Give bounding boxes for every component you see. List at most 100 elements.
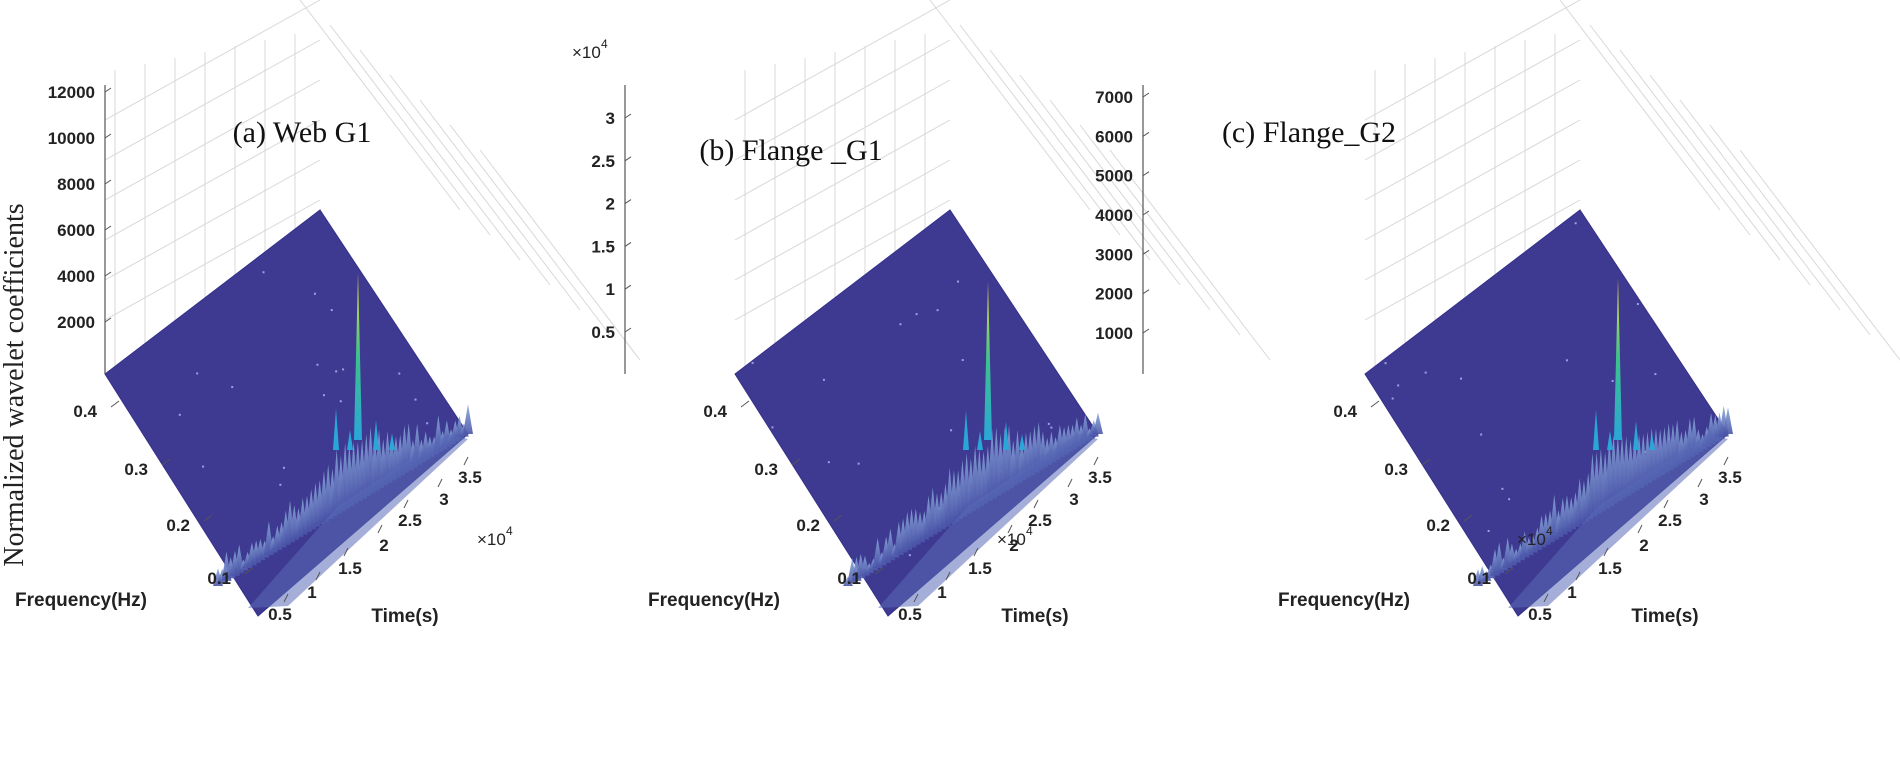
grid-line — [1619, 49, 1781, 261]
freq-tick — [833, 514, 843, 522]
ridge-fill — [1508, 434, 1728, 608]
surface-speckle — [899, 323, 902, 326]
surface-speckle — [915, 313, 918, 316]
z-tick-label: 4000 — [57, 267, 95, 286]
time-tick-label: 2.5 — [1658, 511, 1682, 530]
time-tick — [1723, 456, 1729, 466]
time-tick-label: 0.5 — [898, 605, 922, 624]
freq-tick-label: 0.2 — [166, 516, 190, 535]
time-tick-label: 2.5 — [398, 511, 422, 530]
ridge-fill — [878, 434, 1098, 608]
secondary-spike — [347, 429, 353, 450]
secondary-spike — [1593, 409, 1599, 450]
time-tick-label: 1.5 — [968, 559, 992, 578]
surface-speckle — [1424, 371, 1427, 374]
z-tick — [624, 284, 632, 290]
z-tick — [104, 179, 112, 185]
z-tick-label: 2000 — [1095, 285, 1133, 304]
time-tick — [463, 456, 469, 466]
grid-line — [1364, 159, 1581, 281]
grid-line — [1649, 74, 1811, 286]
freq-tick — [1421, 458, 1431, 466]
grid-line — [329, 24, 491, 236]
time-tick — [377, 524, 383, 534]
ridge-group — [213, 404, 473, 608]
ridge-spike — [864, 563, 875, 574]
time-tick-label: 3.5 — [1718, 468, 1742, 487]
surface-speckle — [316, 363, 319, 366]
grid-line — [299, 0, 461, 211]
grid-line — [1739, 149, 1900, 361]
surface-speckle — [322, 394, 325, 397]
surface-speckle — [1636, 303, 1639, 306]
surface-speckle — [202, 465, 205, 468]
z-multiplier: ×10 — [572, 43, 601, 62]
surface-speckle — [339, 400, 342, 403]
time-tick — [343, 547, 349, 557]
grid-line — [1364, 119, 1581, 241]
time-tick — [1637, 524, 1643, 534]
secondary-spike — [333, 408, 339, 450]
grid-line — [734, 199, 951, 321]
z-tick-label: 6000 — [1095, 127, 1133, 146]
surface-speckle — [1480, 433, 1483, 436]
z-tick — [104, 133, 112, 139]
secondary-spike — [373, 419, 379, 450]
ridge-fill — [248, 434, 468, 608]
chart-title: (b) Flange _G1 — [699, 134, 882, 167]
z-tick-label: 2000 — [57, 313, 95, 332]
freq-tick — [874, 567, 884, 575]
z-exponent: 4 — [601, 37, 608, 51]
z-tick-label: 7000 — [1095, 88, 1133, 107]
surface-speckle — [1384, 362, 1387, 365]
z-tick-label: 1000 — [1095, 324, 1133, 343]
time-tick-label: 1 — [937, 583, 946, 602]
grid-line — [419, 99, 581, 311]
grid-line — [1109, 149, 1271, 361]
grid-lines — [734, 0, 1271, 380]
secondary-spike — [1633, 420, 1639, 450]
time-multiplier: ×10 — [1517, 530, 1546, 549]
secondary-spike — [1003, 421, 1009, 450]
surface-speckle — [961, 359, 964, 362]
freq-tick — [1370, 400, 1380, 408]
z-tick — [1142, 171, 1150, 177]
z-tick-label: 2 — [606, 195, 615, 214]
z-tick — [1142, 249, 1150, 255]
grid-line — [359, 49, 521, 261]
shared-ylabel: Normalized wavelet coefficients — [0, 203, 30, 566]
freq-tick-label: 0.3 — [1384, 460, 1408, 479]
z-tick — [624, 241, 632, 247]
freq-tick — [1463, 514, 1473, 522]
surface-speckle — [1487, 529, 1490, 532]
grid-line — [1709, 124, 1871, 336]
surface-speckle — [950, 429, 953, 432]
z-tick-label: 2.5 — [591, 152, 615, 171]
z-tick-label: 4000 — [1095, 206, 1133, 225]
time-axis-label: Time(s) — [1001, 606, 1068, 627]
z-tick-label: 5000 — [1095, 167, 1133, 186]
time-tick-label: 3.5 — [1088, 468, 1112, 487]
ridge-group — [843, 412, 1103, 608]
grid-line — [734, 79, 951, 201]
time-tick — [403, 499, 409, 509]
time-tick — [1033, 499, 1039, 509]
z-tick-label: 1.5 — [591, 237, 615, 256]
grid-line — [479, 149, 641, 361]
grid-line — [959, 24, 1121, 236]
ridge-spike — [1481, 570, 1492, 581]
surface-speckle — [822, 378, 825, 381]
time-tick-label: 2 — [1639, 536, 1648, 555]
surface-speckle — [771, 426, 774, 429]
z-tick — [104, 317, 112, 323]
z-tick — [624, 113, 632, 119]
time-tick-label: 1 — [307, 583, 316, 602]
time-tick — [437, 478, 443, 488]
time-tick — [1603, 547, 1609, 557]
secondary-spike — [1649, 433, 1655, 450]
freq-tick-label: 0.4 — [1333, 402, 1357, 421]
time-tick — [1575, 571, 1581, 581]
freq-axis-label: Frequency(Hz) — [648, 590, 780, 611]
peak-spike — [984, 281, 992, 440]
freq-tick — [203, 514, 213, 522]
